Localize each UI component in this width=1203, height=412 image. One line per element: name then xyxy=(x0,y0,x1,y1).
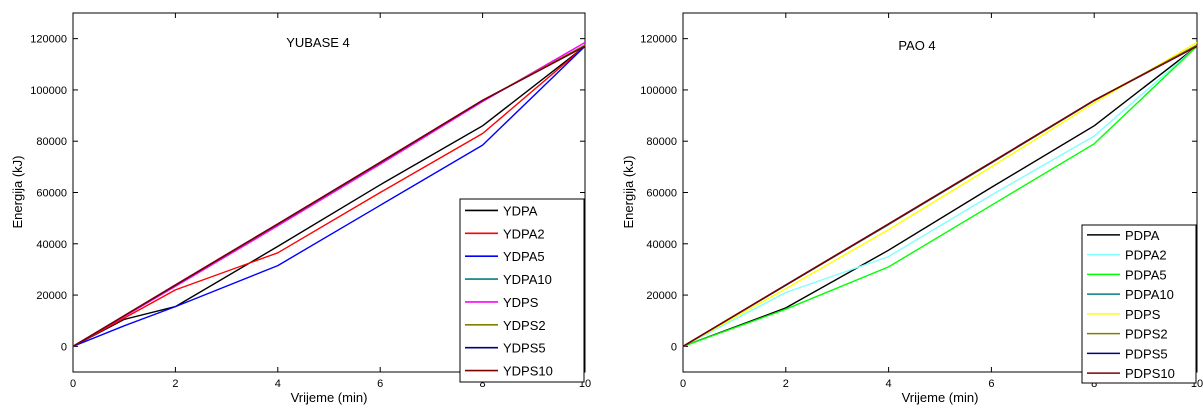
legend-label-pdps10: PDPS10 xyxy=(1125,366,1175,381)
series-line-pdpa5 xyxy=(682,45,1198,348)
x-tick-label: 0 xyxy=(70,378,76,390)
x-tick-label: 2 xyxy=(172,378,178,390)
y-tick-label: 0 xyxy=(671,341,677,353)
series-line-ydpa2 xyxy=(72,45,586,348)
y-tick-label: 120000 xyxy=(30,34,67,46)
legend-label-ydps10: YDPS10 xyxy=(503,364,553,379)
legend-label-ydps2: YDPS2 xyxy=(503,318,546,333)
legend-label-pdpa5: PDPA5 xyxy=(1125,267,1167,282)
y-tick-label: 60000 xyxy=(646,188,677,200)
y-tick-label: 100000 xyxy=(640,85,677,97)
y-tick-label: 100000 xyxy=(30,85,67,97)
legend-box xyxy=(1081,224,1197,384)
series-line-ydpa5 xyxy=(72,45,586,348)
chart-title: PAO 4 xyxy=(898,38,935,53)
legend: PDPA PDPA2 PDPA5 PDPA10 PDPS PDPS2 PDPS5 PDPS10 xyxy=(1081,224,1197,384)
y-tick-label: 40000 xyxy=(646,239,677,251)
legend-label-ydpa5: YDPA5 xyxy=(503,249,545,264)
series-line-ydpa xyxy=(72,45,586,348)
x-tick-label: 8 xyxy=(1091,378,1097,390)
series-line-pdps10 xyxy=(682,45,1198,348)
y-axis-label: Energija (kJ) xyxy=(621,156,636,229)
series-line-pdpa xyxy=(682,45,1198,348)
legend: YDPA YDPA2 YDPA5 YDPA10 YDPS YDPS2 YDPS5 YDPS10 xyxy=(459,198,585,383)
chart-title: YUBASE 4 xyxy=(286,35,350,50)
y-tick-label: 80000 xyxy=(646,136,677,148)
legend-label-ydpa10: YDPA10 xyxy=(503,272,552,287)
y-tick-label: 60000 xyxy=(36,188,67,200)
x-axis-label: Vrijeme (min) xyxy=(902,390,979,405)
series-line-ydps10 xyxy=(72,45,586,347)
y-tick-label: 20000 xyxy=(36,290,67,302)
legend-label-pdpa10: PDPA10 xyxy=(1125,287,1174,302)
legend-label-ydps: YDPS xyxy=(503,295,539,310)
x-axis-label: Vrijeme (min) xyxy=(291,390,368,405)
legend-box xyxy=(459,198,585,383)
legend-label-pdps: PDPS xyxy=(1125,307,1161,322)
y-tick-label: 80000 xyxy=(36,136,67,148)
y-tick-label: 0 xyxy=(61,341,67,353)
x-tick-label: 8 xyxy=(480,378,486,390)
legend-label-pdpa2: PDPA2 xyxy=(1125,248,1167,263)
x-tick-label: 0 xyxy=(680,378,686,390)
chart-panel-1: 0 2 4 6 8 10020000400006000080000100000120000… xyxy=(10,12,591,405)
x-tick-label: 6 xyxy=(377,378,383,390)
x-tick-label: 6 xyxy=(988,378,994,390)
y-axis-label: Energija (kJ) xyxy=(10,156,25,229)
y-tick-label: 40000 xyxy=(36,239,67,251)
chart-panel-2: 0 2 4 6 8 10020000400006000080000100000120000… xyxy=(621,12,1203,405)
y-tick-label: 120000 xyxy=(640,34,677,46)
legend-label-ydps5: YDPS5 xyxy=(503,341,546,356)
legend-label-pdpa: PDPA xyxy=(1125,228,1160,243)
series-line-pdps xyxy=(682,41,1198,348)
legend-label-ydpa: YDPA xyxy=(503,203,538,218)
y-tick-label: 20000 xyxy=(646,290,677,302)
legend-label-pdps5: PDPS5 xyxy=(1125,346,1168,361)
legend-label-pdps2: PDPS2 xyxy=(1125,327,1168,342)
legend-label-ydpa2: YDPA2 xyxy=(503,226,545,241)
x-tick-label: 2 xyxy=(783,378,789,390)
series-line-pdpa2 xyxy=(682,45,1198,348)
x-tick-label: 4 xyxy=(275,378,281,390)
x-tick-label: 4 xyxy=(886,378,892,390)
